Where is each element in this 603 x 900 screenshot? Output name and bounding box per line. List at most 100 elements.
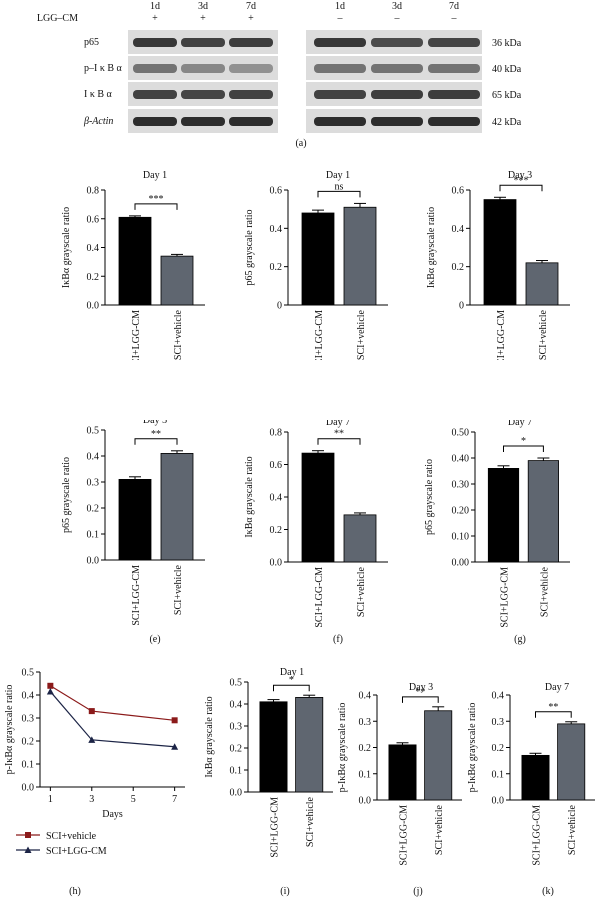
- y-tick-label: 0.5: [230, 678, 243, 689]
- x-tick-label: 3: [89, 794, 94, 805]
- legend-label: SCI+vehicle: [46, 831, 97, 842]
- y-tick-label: 0.3: [359, 717, 372, 728]
- y-tick-label: 0.00: [452, 558, 470, 569]
- series-line: [49, 691, 175, 748]
- bar: [483, 199, 517, 306]
- blot-band: [371, 117, 423, 126]
- y-tick-label: 0.4: [87, 243, 100, 254]
- x-category-label: SCI+LGG-CM: [496, 310, 507, 360]
- significance-bracket: [535, 711, 572, 718]
- y-tick-label: 0.0: [87, 301, 100, 312]
- blot-protein-label: p65: [84, 37, 99, 48]
- x-category-label: SCI+LGG-CM: [131, 565, 142, 626]
- blot-band: [371, 90, 423, 99]
- y-tick-label: 0.5: [87, 426, 100, 437]
- blot-band: [133, 117, 177, 126]
- legend-marker: [24, 846, 32, 853]
- bar: [160, 255, 194, 306]
- lane-day-label: 1d: [335, 1, 345, 12]
- blot-band: [314, 117, 366, 126]
- bar: [521, 754, 550, 801]
- chart-title: Day 1: [326, 170, 350, 181]
- y-tick-label: 0.2: [87, 504, 100, 515]
- blot-band: [314, 64, 366, 73]
- chart-title: Day 3: [409, 682, 433, 693]
- y-axis-label: IκBα grayscale ratio: [426, 207, 437, 288]
- blot-band: [371, 64, 423, 73]
- y-tick-label: 0.6: [452, 186, 465, 197]
- x-category-label: SCI+LGG-CM: [131, 310, 142, 360]
- chart-k-pikba-day7: Day 7 p-IκBα grayscale ratio 0.0 0.1 0.2 0.3 0…: [467, 682, 595, 897]
- x-category-label: SCI+vehicle: [173, 309, 184, 360]
- y-tick-label: 0: [277, 301, 282, 312]
- lane-sign-label: +: [200, 13, 206, 24]
- y-axis-label: p65 grayscale ratio: [244, 209, 255, 285]
- y-tick-label: 0.0: [359, 796, 372, 807]
- panel-label: (a): [295, 138, 306, 149]
- chart-i-ikba-day1: Day 1 IκBα grayscale ratio 0.0 0.1 0.2 0.3 0.4…: [204, 667, 333, 897]
- lane-day-label: 7d: [449, 1, 459, 12]
- y-axis-label: p65 grayscale ratio: [61, 457, 72, 533]
- x-category-label: SCI+vehicle: [305, 796, 316, 847]
- bar: [118, 216, 152, 306]
- significance-label: **: [415, 687, 425, 698]
- y-tick-label: 0.0: [22, 783, 35, 794]
- legend-label: SCI+LGG-CM: [46, 846, 107, 857]
- y-tick-label: 0: [459, 301, 464, 312]
- y-tick-label: 0.1: [22, 760, 35, 771]
- y-tick-label: 0.4: [270, 224, 283, 235]
- y-tick-label: 0.4: [492, 691, 505, 702]
- significance-bracket: [134, 438, 178, 445]
- blot-kda-label: 42 kDa: [492, 117, 522, 128]
- x-category-label: SCI+vehicle: [356, 309, 367, 360]
- y-tick-label: 0.4: [87, 452, 100, 463]
- blot-band: [133, 90, 177, 99]
- x-tick-label: 7: [172, 794, 177, 805]
- series-line: [50, 685, 175, 721]
- panel-label: (f): [333, 634, 343, 645]
- y-tick-label: 0.10: [452, 532, 470, 543]
- y-tick-label: 0.0: [270, 558, 283, 569]
- chart-g-p65-day7: Day 7 p65 grayscale ratio 0.00 0.10 0.20 0.30…: [424, 420, 570, 645]
- blot-kda-label: 65 kDa: [492, 90, 522, 101]
- y-tick-label: 0.50: [452, 428, 470, 439]
- panel-label: (j): [413, 886, 422, 897]
- significance-bracket: [317, 190, 361, 198]
- blot-kda-label: 36 kDa: [492, 38, 522, 49]
- y-tick-label: 0.5: [22, 668, 35, 679]
- blot-band: [314, 90, 366, 99]
- blot-band: [181, 90, 225, 99]
- y-tick-label: 0.1: [492, 769, 505, 780]
- y-axis-label: p65 grayscale ratio: [424, 459, 435, 535]
- panel-label: (e): [149, 634, 160, 645]
- x-category-label: SCI+LGG-CM: [270, 797, 281, 858]
- y-tick-label: 0.8: [270, 428, 283, 439]
- y-axis-label: p-IκBα grayscale ratio: [4, 685, 15, 775]
- y-tick-label: 0.3: [22, 714, 35, 725]
- y-tick-label: 0.4: [22, 691, 35, 702]
- significance-bracket: [134, 203, 178, 210]
- y-tick-label: 0.8: [87, 186, 100, 197]
- chart-b-ikba-day1: Day 1 IκBα grayscale ratio 0.0 0.2 0.4 0.6 0.8…: [61, 170, 205, 360]
- lane-sign-label: –: [451, 13, 458, 24]
- panel-label: (g): [514, 634, 526, 645]
- x-category-label: SCI+LGG-CM: [500, 567, 511, 628]
- significance-bracket: [273, 684, 310, 692]
- y-axis-label: IκBα grayscale ratio: [244, 456, 255, 537]
- x-category-label: SCI+vehicle: [173, 564, 184, 615]
- lane-day-label: 3d: [392, 1, 402, 12]
- bar: [343, 514, 377, 563]
- x-category-label: SCI+LGG-CM: [314, 567, 325, 628]
- x-category-label: SCI+vehicle: [538, 309, 549, 360]
- bar: [160, 453, 194, 561]
- x-axis-label: Days: [102, 809, 123, 820]
- y-tick-label: 0.2: [452, 262, 465, 273]
- y-tick-label: 0.4: [452, 224, 465, 235]
- lane-sign-label: –: [394, 13, 401, 24]
- chart-title: Day 7: [508, 420, 532, 428]
- x-category-label: SCI+LGG-CM: [532, 805, 543, 866]
- series-marker: [88, 708, 95, 715]
- chart-title: Day 7: [326, 420, 350, 428]
- y-tick-label: 0.30: [452, 480, 470, 491]
